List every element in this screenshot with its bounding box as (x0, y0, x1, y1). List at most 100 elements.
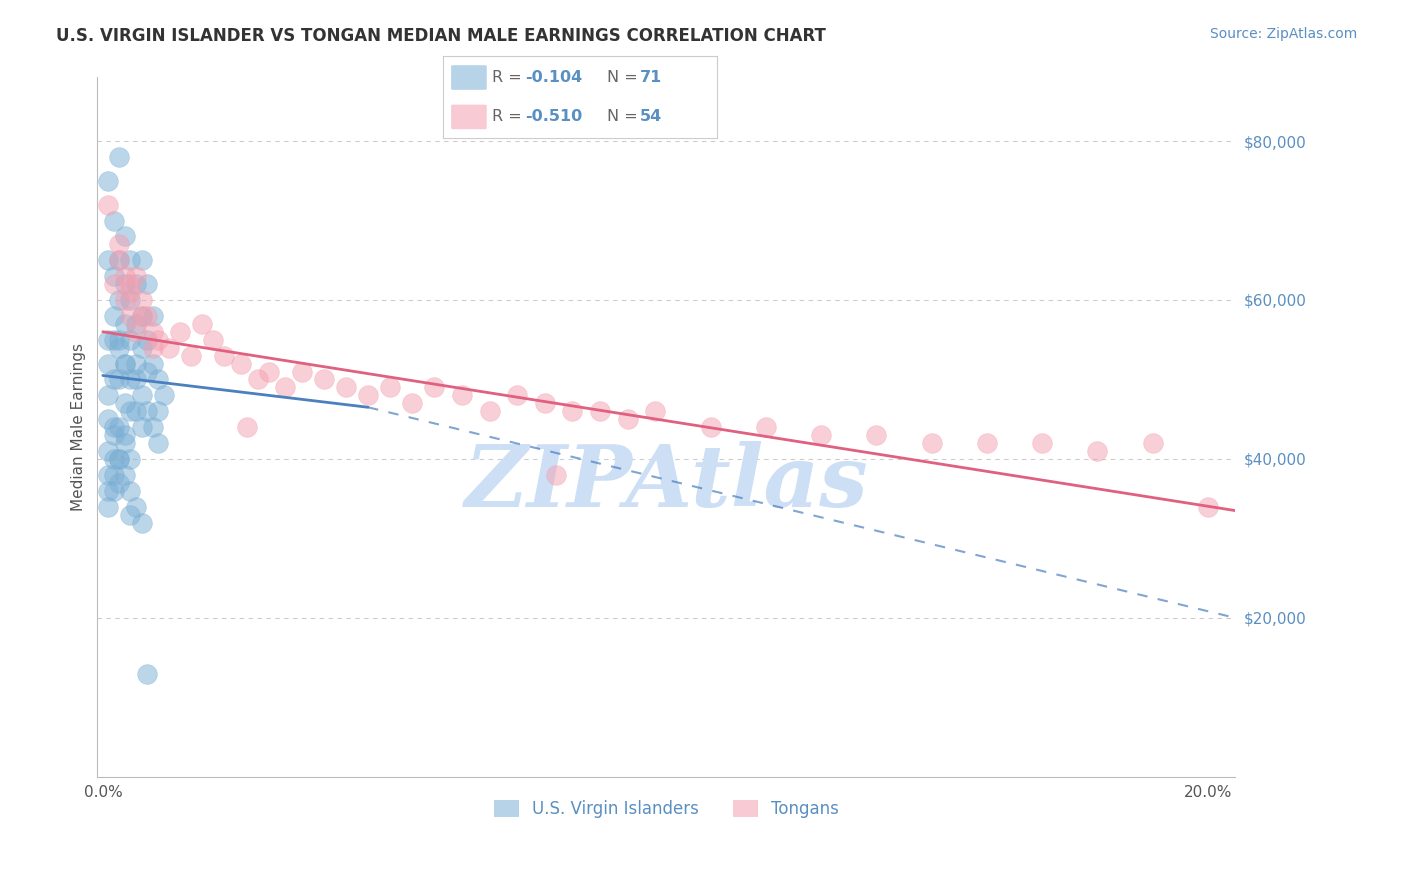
Point (312, 372, 335, 386)
Point (131, 388, 153, 402)
Point (534, 396, 557, 410)
Point (103, 269, 125, 284)
Point (142, 341, 165, 355)
Point (125, 404, 148, 418)
Point (103, 467, 125, 482)
Point (142, 357, 165, 371)
Point (401, 396, 423, 410)
Point (1142, 436, 1164, 450)
Point (120, 483, 142, 498)
Point (589, 404, 612, 418)
Point (103, 213, 125, 227)
Point (108, 452, 131, 467)
Point (146, 333, 169, 347)
Point (478, 404, 501, 418)
Point (108, 237, 131, 252)
Point (108, 372, 131, 386)
Point (114, 229, 136, 244)
Point (125, 317, 148, 331)
FancyBboxPatch shape (451, 65, 486, 90)
Text: -0.104: -0.104 (526, 70, 582, 85)
Point (506, 388, 529, 402)
Point (131, 253, 153, 268)
Point (131, 420, 153, 434)
Point (114, 317, 136, 331)
Point (97, 444, 120, 458)
Point (157, 341, 180, 355)
Point (180, 349, 202, 363)
Point (97, 333, 120, 347)
Point (125, 500, 148, 514)
Point (131, 516, 153, 530)
Point (131, 309, 153, 323)
Point (97, 483, 120, 498)
Point (97, 174, 120, 188)
Point (108, 253, 131, 268)
Point (136, 309, 159, 323)
Text: U.S. VIRGIN ISLANDER VS TONGAN MEDIAN MALE EARNINGS CORRELATION CHART: U.S. VIRGIN ISLANDER VS TONGAN MEDIAN MA… (56, 27, 827, 45)
Point (114, 293, 136, 307)
Point (97, 357, 120, 371)
Point (146, 372, 169, 386)
Point (108, 420, 131, 434)
Point (699, 420, 721, 434)
Point (1085, 444, 1108, 458)
Point (235, 420, 257, 434)
Point (257, 364, 280, 378)
Text: 54: 54 (640, 110, 662, 124)
Legend: U.S. Virgin Islanders, Tongans: U.S. Virgin Islanders, Tongans (488, 793, 845, 824)
Point (114, 357, 136, 371)
Point (108, 475, 131, 490)
Point (152, 388, 174, 402)
Point (114, 436, 136, 450)
Point (561, 404, 583, 418)
Point (125, 357, 148, 371)
Text: N =: N = (607, 70, 644, 85)
Y-axis label: Median Male Earnings: Median Male Earnings (72, 343, 86, 511)
Point (120, 293, 142, 307)
Point (274, 380, 297, 394)
Point (97, 388, 120, 402)
Point (108, 293, 131, 307)
Point (125, 372, 148, 386)
Point (120, 404, 142, 418)
Point (131, 309, 153, 323)
Point (103, 277, 125, 291)
Point (120, 309, 142, 323)
Point (120, 333, 142, 347)
Point (108, 333, 131, 347)
Point (114, 396, 136, 410)
Point (114, 467, 136, 482)
Text: ZIPAtlas: ZIPAtlas (464, 442, 869, 524)
Point (976, 436, 998, 450)
Point (423, 380, 446, 394)
Point (229, 357, 252, 371)
Point (146, 404, 169, 418)
Point (97, 412, 120, 426)
Point (246, 372, 269, 386)
Text: Source: ZipAtlas.com: Source: ZipAtlas.com (1209, 27, 1357, 41)
Point (136, 666, 159, 681)
Point (114, 277, 136, 291)
Point (97, 500, 120, 514)
Point (108, 452, 131, 467)
Point (97, 253, 120, 268)
Point (191, 317, 214, 331)
Point (755, 420, 778, 434)
Point (131, 341, 153, 355)
Point (120, 452, 142, 467)
Point (131, 293, 153, 307)
Point (120, 277, 142, 291)
Point (108, 150, 131, 164)
Point (136, 277, 159, 291)
Point (120, 508, 142, 522)
Point (169, 325, 191, 339)
Point (616, 412, 638, 426)
Point (291, 364, 314, 378)
Text: N =: N = (607, 110, 644, 124)
Point (103, 428, 125, 442)
Point (142, 325, 165, 339)
Point (114, 428, 136, 442)
Text: R =: R = (492, 70, 527, 85)
Point (114, 269, 136, 284)
